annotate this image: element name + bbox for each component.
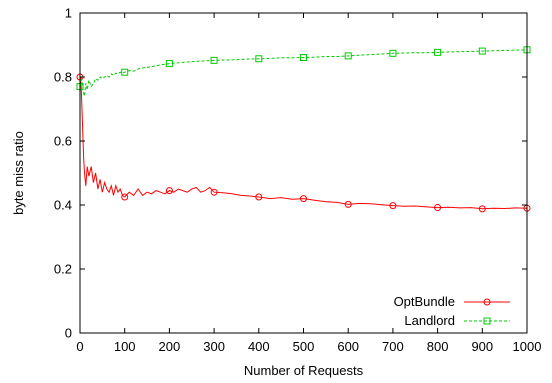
data-point-landlord (478, 47, 486, 55)
data-point-optbundle (478, 205, 486, 213)
y-tick-label: 1 (65, 6, 72, 21)
x-tick-label: 600 (337, 339, 359, 354)
data-point-optbundle (165, 187, 173, 195)
y-tick-label: 0.2 (54, 262, 72, 277)
data-point-landlord (344, 52, 352, 60)
y-tick-label: 0.8 (54, 70, 72, 85)
legend-label-landlord: Landlord (404, 313, 455, 328)
x-tick-label: 200 (159, 339, 181, 354)
series-line-optbundle (79, 76, 528, 210)
x-axis-label: Number of Requests (244, 363, 364, 378)
plot-series (76, 46, 531, 213)
series-line-landlord (79, 49, 528, 97)
data-point-landlord (121, 68, 129, 76)
y-tick-label: 0.4 (54, 198, 72, 213)
y-axis-label: byte miss ratio (11, 131, 26, 215)
data-point-landlord (434, 48, 442, 56)
legend-marker-optbundle (483, 298, 491, 306)
data-point-landlord (210, 56, 218, 64)
data-point-landlord (165, 60, 173, 68)
x-tick-label: 400 (248, 339, 270, 354)
x-tick-label: 800 (427, 339, 449, 354)
legend-label-optbundle: OptBundle (394, 294, 455, 309)
plot-frame (79, 12, 528, 334)
y-tick-label: 0.6 (54, 134, 72, 149)
axis-ticks: 0 100 200 300 400 500 600 700 800 900 1000 0 0.2 0.4 0… (54, 6, 542, 355)
data-point-landlord (255, 55, 263, 63)
x-tick-label: 100 (114, 339, 136, 354)
data-point-optbundle (255, 193, 263, 201)
data-point-optbundle (210, 188, 218, 196)
legend: OptBundle Landlord (394, 294, 510, 328)
legend-marker-landlord (483, 317, 491, 325)
x-tick-label: 900 (471, 339, 493, 354)
y-tick-label: 0 (65, 326, 72, 341)
data-point-optbundle (300, 195, 307, 203)
data-point-optbundle (434, 204, 442, 212)
x-tick-label: 500 (293, 339, 315, 354)
x-tick-label: 1000 (513, 339, 542, 354)
data-point-optbundle (121, 193, 129, 201)
x-tick-label: 300 (203, 339, 225, 354)
x-tick-label: 700 (382, 339, 404, 354)
data-point-landlord (300, 53, 307, 61)
data-point-landlord (389, 49, 397, 57)
x-tick-label: 0 (76, 339, 83, 354)
data-point-optbundle (389, 202, 397, 210)
data-point-optbundle (344, 200, 352, 208)
